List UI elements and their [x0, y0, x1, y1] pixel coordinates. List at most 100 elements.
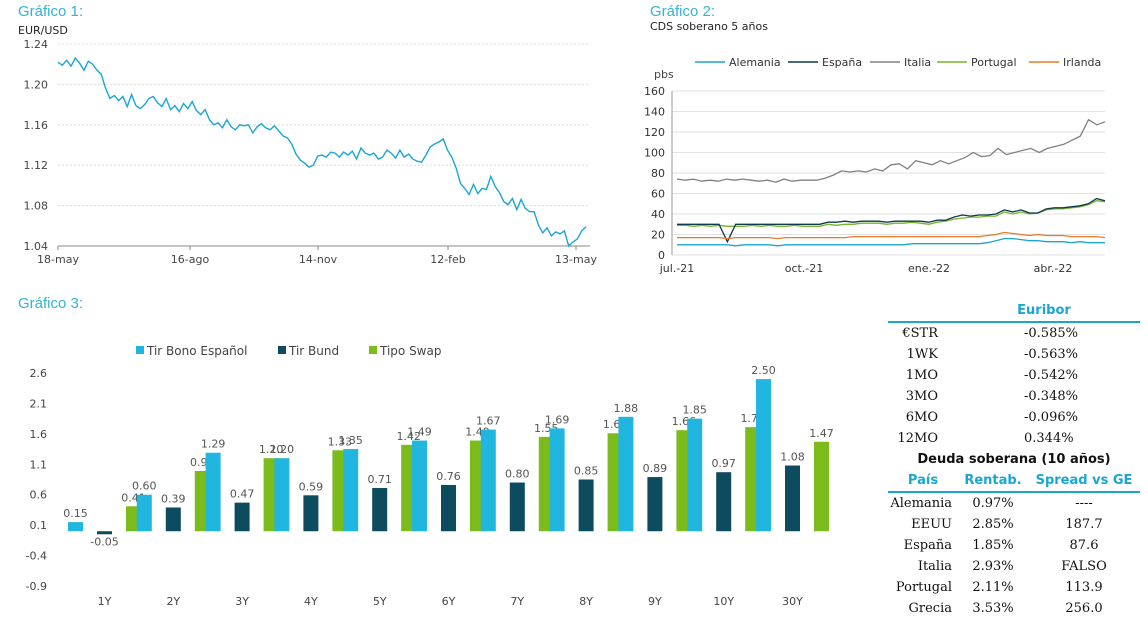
euribor-value: -0.585% — [1024, 326, 1078, 341]
data-label: 0.85 — [574, 465, 599, 478]
y-tick-label: 1.12 — [24, 159, 49, 172]
deuda-spread: FALSO — [1061, 559, 1107, 574]
bar-1 — [578, 479, 594, 532]
deuda-pais: EEUU — [911, 517, 952, 532]
deuda-pais: Portugal — [895, 580, 952, 595]
y-tick-label: 0.6 — [30, 489, 48, 502]
euribor-label: 1WK — [906, 347, 938, 362]
legend-label: Italia — [904, 56, 931, 69]
data-label: 1.33 — [328, 435, 353, 448]
legend-swatch — [136, 346, 144, 354]
y-tick-label: 40 — [651, 208, 665, 221]
x-tick-label: 6Y — [442, 595, 456, 608]
bar-1 — [97, 531, 112, 535]
deuda-spread: ---- — [1075, 496, 1093, 511]
euribor-value: 0.344% — [1024, 431, 1074, 446]
deuda-header-row: País Rentab. Spread vs GE — [888, 470, 1140, 492]
y-tick-label: 100 — [645, 147, 665, 160]
legend-swatch — [369, 346, 377, 354]
y-tick-label: 140 — [645, 106, 665, 119]
legend-label: Tipo Swap — [379, 344, 441, 358]
bar-1 — [509, 482, 525, 532]
legend-label: Tir Bono Español — [146, 344, 247, 358]
deuda-header: País — [907, 473, 939, 488]
deuda-spread: 87.6 — [1069, 538, 1099, 553]
deuda-row: Alemania 0.97% ---- — [888, 492, 1140, 514]
deuda-rentab: 1.85% — [972, 538, 1014, 553]
x-tick-label: 1Y — [98, 595, 112, 608]
data-label: 1.20 — [270, 443, 295, 456]
legend-swatch — [278, 346, 286, 354]
data-label: 0.76 — [436, 470, 461, 483]
x-tick-label: 2Y — [166, 595, 180, 608]
series-line-españa — [677, 197, 1106, 244]
deuda-header: Rentab. — [964, 473, 1022, 488]
deuda-pais: Grecia — [908, 601, 952, 616]
y-tick-label: 1.6 — [30, 428, 48, 441]
x-tick-label: ene.-22 — [908, 262, 950, 275]
euribor-row: €STR -0.585% — [888, 323, 1140, 344]
y-axis-label: pbs — [654, 68, 674, 81]
y-tick-label: 1.16 — [24, 119, 49, 132]
y-tick-label: 120 — [645, 126, 665, 139]
deuda-rentab: 2.85% — [972, 517, 1014, 532]
data-label: 1.29 — [201, 438, 226, 451]
x-tick-label: 12-feb — [430, 253, 466, 266]
legend-label: Alemania — [729, 56, 781, 69]
chart2-subtitle: CDS soberano 5 años — [650, 20, 768, 33]
data-label: 0.47 — [230, 488, 255, 501]
yields-bar-chart: 2.6 2.1 1.6 1.1 0.6 0.1 -0.4 -0.9 Tir Bono Españ… — [26, 344, 834, 608]
deuda-spread: 187.7 — [1065, 517, 1103, 532]
euribor-row: 6MO -0.096% — [888, 407, 1140, 428]
y-tick-label: 2.6 — [30, 367, 48, 380]
euribor-title: Euribor — [888, 300, 1140, 323]
euribor-label: 12MO — [897, 431, 938, 446]
bar-0 — [274, 458, 290, 532]
series-line-alemania — [677, 237, 1105, 247]
series-line-eurusd — [57, 56, 587, 248]
deuda-row: EEUU 2.85% 187.7 — [888, 514, 1140, 535]
series-line-italia — [676, 118, 1106, 183]
deuda-pais: Italia — [917, 559, 952, 574]
euribor-value: -0.096% — [1024, 410, 1078, 425]
y-tick-label: 2.1 — [30, 397, 48, 410]
y-tick-label: 1.1 — [30, 458, 48, 471]
bar-0 — [618, 416, 634, 532]
data-label: 1.47 — [809, 427, 834, 440]
deuda-row: España 1.85% 87.6 — [888, 535, 1140, 556]
x-tick-label: 7Y — [510, 595, 524, 608]
deuda-rentab: 2.11% — [972, 580, 1014, 595]
bar-0 — [480, 429, 496, 532]
deuda-pais: Alemania — [890, 496, 952, 511]
y-tick-label: 0 — [658, 249, 665, 262]
x-tick-label: jul.-21 — [659, 262, 695, 275]
legend-label: Portugal — [971, 56, 1017, 69]
euribor-value: -0.563% — [1024, 347, 1078, 362]
data-label: 0.71 — [367, 473, 392, 486]
y-tick-label: 80 — [651, 167, 665, 180]
y-tick-label: 1.20 — [24, 78, 49, 91]
deuda-spread: 256.0 — [1065, 601, 1103, 616]
euribor-label: 6MO — [905, 410, 938, 425]
bar-0 — [756, 379, 771, 532]
y-tick-label: -0.4 — [26, 550, 47, 563]
bar-0 — [343, 449, 359, 532]
deuda-rentab: 0.97% — [972, 496, 1014, 511]
euribor-value: -0.542% — [1024, 368, 1078, 383]
euribor-label: 1MO — [905, 368, 938, 383]
data-label: 1.08 — [780, 451, 805, 464]
y-tick-label: 160 — [645, 85, 665, 98]
data-label: 1.20 — [259, 443, 284, 456]
bar-0 — [136, 494, 152, 532]
deuda-rentab: 3.53% — [972, 601, 1014, 616]
bar-1 — [716, 472, 732, 532]
data-label: 1.69 — [545, 413, 570, 426]
data-label: 1.85 — [682, 404, 707, 417]
data-label: -0.05 — [90, 535, 118, 548]
bar-1 — [441, 484, 456, 532]
data-label: 0.60 — [132, 480, 157, 493]
bar-2 — [814, 441, 829, 532]
deuda-pais: España — [903, 538, 952, 553]
series-line-irlanda — [677, 231, 1106, 240]
